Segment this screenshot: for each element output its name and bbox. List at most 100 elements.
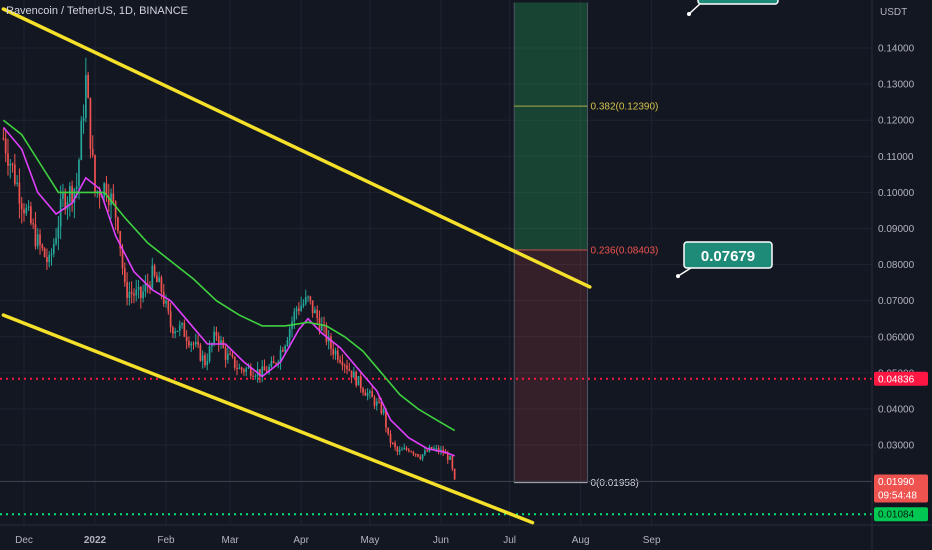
candle-body [275, 363, 277, 365]
symbol-title: Ravencoin / TetherUS, 1D, BINANCE [6, 5, 188, 17]
candle-body [382, 409, 385, 414]
candle-body [325, 325, 328, 342]
candle-body [259, 369, 261, 377]
candle-body [380, 402, 383, 414]
candle-body [293, 311, 296, 322]
candle-body [268, 366, 270, 373]
axis-currency-label: USDT [880, 7, 907, 18]
candle-body [123, 268, 126, 283]
candle-body [339, 359, 341, 363]
candle-body [112, 193, 115, 202]
level-price-tag-green: 0.01084 [874, 507, 928, 522]
candle-body [371, 391, 374, 398]
callout-value: 0.07679 [701, 248, 755, 265]
candle-body [281, 349, 284, 352]
candle-body [156, 275, 158, 283]
candle-body [309, 296, 312, 301]
candle-body [272, 361, 275, 364]
fib-level-label: 0(0.01958) [591, 478, 639, 489]
candle-body [165, 300, 167, 304]
level-price-tag-red-text: 0.04836 [878, 374, 915, 385]
candle-body [84, 75, 87, 118]
y-tick-label: 0.04000 [878, 404, 915, 415]
candle-body [41, 244, 44, 249]
candle-body [286, 339, 289, 346]
callout-box [683, 241, 773, 269]
candle-body [34, 224, 37, 247]
candle-body [433, 448, 435, 450]
channel-upper-line[interactable] [1, 7, 592, 289]
fib-level-label: 0.236(0.08403) [591, 246, 659, 257]
candle-body [201, 355, 204, 361]
candle-body [353, 371, 355, 378]
candle-body [387, 427, 390, 435]
target-callout: 0.07679 [683, 241, 773, 269]
candle-body [18, 182, 21, 204]
x-tick-label: Mar [222, 535, 240, 546]
level-price-tag-green-text: 0.01084 [878, 510, 915, 521]
candle-body [350, 370, 353, 378]
candle-body [181, 323, 183, 325]
candle-body [449, 456, 451, 460]
candle-body [295, 308, 298, 312]
candle-body [407, 449, 410, 452]
current-price-tag-countdown: 09:54:48 [878, 490, 917, 501]
candle-body [366, 392, 369, 396]
candle-body [389, 434, 392, 443]
x-tick-label: Sep [643, 535, 661, 546]
candle-body [188, 341, 190, 346]
level-price-tag-green-bg [874, 507, 928, 522]
ema-fast-line [2, 126, 455, 457]
candle-body [435, 447, 438, 449]
level-price-tag-red: 0.04836 [874, 371, 928, 386]
candle-body [39, 234, 41, 245]
candle-body [32, 223, 35, 225]
x-tick-label: May [360, 535, 379, 546]
candle-body [7, 153, 9, 166]
candle-body [314, 309, 316, 314]
candle-body [300, 305, 303, 311]
candle-body [172, 327, 174, 334]
x-tick-label: Jul [503, 535, 516, 546]
candle-body [71, 186, 73, 203]
candle-body [119, 231, 122, 249]
candle-body [249, 367, 252, 376]
candle-body [183, 323, 186, 337]
candle-body [78, 159, 80, 187]
candle-body [91, 148, 94, 156]
callout-anchor [676, 274, 680, 279]
candle-body [114, 201, 117, 218]
candle-body [334, 350, 337, 355]
y-tick-label: 0.11000 [878, 152, 914, 163]
candle-body [233, 356, 236, 368]
callout-box-top [697, 0, 779, 5]
candle-body [23, 209, 25, 214]
candle-body [160, 277, 163, 292]
y-tick-label: 0.06000 [878, 332, 915, 343]
target-profit-zone [514, 2, 588, 251]
x-tick-label: 2022 [84, 535, 107, 546]
candle-body [176, 330, 179, 332]
plot-area[interactable]: 0.382(0.12390) 0.236(0.08403) 0(0.01958) 0.… [0, 0, 872, 525]
candle-body [444, 453, 447, 455]
y-tick-label: 0.07000 [878, 296, 915, 307]
candle-body [208, 346, 211, 362]
candle-body [346, 365, 348, 370]
channel-lower-line[interactable] [1, 313, 535, 525]
candle-body [224, 347, 227, 360]
candle-body [73, 189, 76, 203]
candle-body [206, 361, 209, 366]
candles [2, 57, 456, 480]
candle-body [394, 443, 396, 448]
y-tick-label: 0.03000 [878, 441, 915, 452]
y-tick-label: 0.08000 [878, 260, 915, 271]
candle-body [412, 452, 415, 454]
fib-level-label: 0.382(0.12390) [591, 102, 659, 113]
candle-body [364, 392, 367, 396]
x-tick-label: Aug [572, 535, 590, 546]
candle-body [64, 193, 67, 210]
candle-body [398, 449, 401, 452]
candle-body [252, 375, 254, 377]
candle-body [36, 234, 39, 247]
